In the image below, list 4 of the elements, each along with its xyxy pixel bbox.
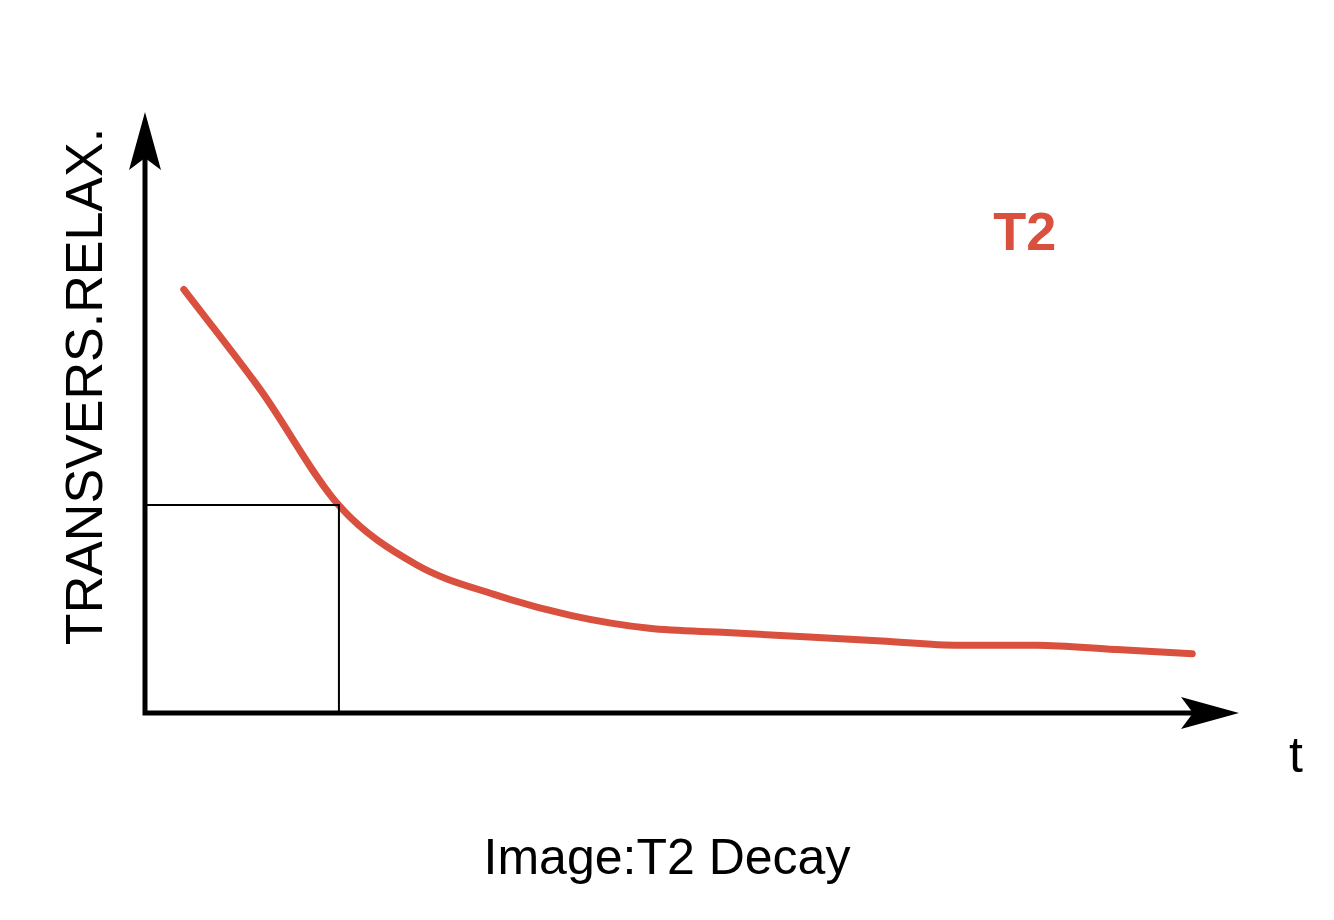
text: T2 — [993, 200, 1057, 261]
text: Image:T2 Decay — [482, 828, 852, 886]
x-axis-title: t — [1289, 726, 1304, 783]
y-axis-title: TRANSVERS.RELAX. — [55, 127, 114, 646]
